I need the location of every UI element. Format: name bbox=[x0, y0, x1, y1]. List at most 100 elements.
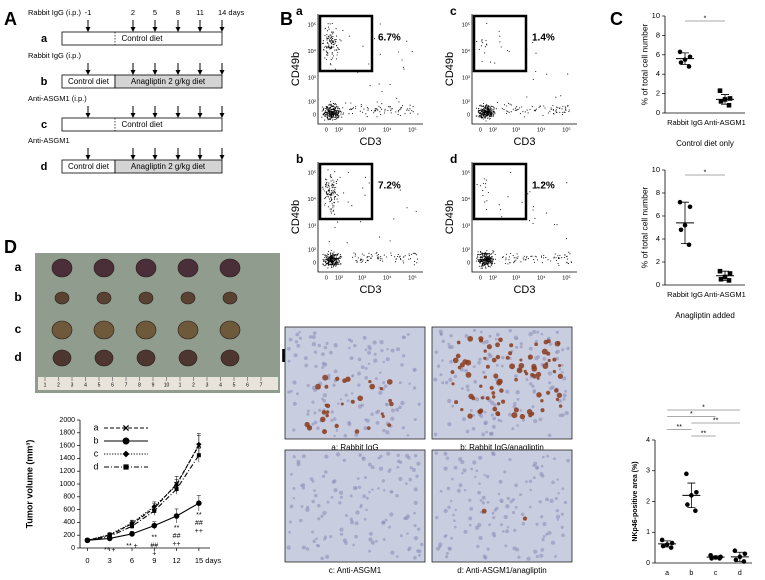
nucleus bbox=[396, 465, 400, 469]
nucleus bbox=[532, 476, 536, 480]
cell-event bbox=[331, 198, 333, 200]
nucleus bbox=[445, 456, 450, 460]
nucleus bbox=[406, 434, 410, 437]
x-tick-label: 10³ bbox=[512, 275, 520, 281]
y-tick-label: 0 bbox=[313, 261, 316, 267]
nucleus bbox=[492, 516, 496, 520]
cell-event bbox=[331, 183, 333, 185]
cell-event bbox=[569, 253, 571, 255]
nucleus bbox=[540, 515, 544, 519]
nucleus bbox=[294, 340, 299, 344]
nucleus bbox=[349, 517, 353, 521]
nucleus bbox=[490, 413, 494, 417]
cell-event bbox=[408, 253, 410, 255]
cell-event bbox=[501, 216, 503, 218]
cell-event bbox=[334, 255, 336, 257]
nucleus bbox=[554, 554, 557, 558]
cell-event bbox=[488, 256, 490, 258]
cell-event bbox=[328, 241, 330, 243]
cell-event bbox=[333, 111, 335, 113]
cell-event bbox=[328, 107, 330, 109]
stained-cell bbox=[325, 413, 329, 418]
nucleus bbox=[377, 456, 381, 460]
cell-event bbox=[346, 242, 348, 244]
cell-event bbox=[489, 61, 492, 63]
treatment-label: Anti-ASGM1 bbox=[28, 136, 70, 145]
stained-cell bbox=[540, 408, 545, 413]
cell-event bbox=[546, 73, 548, 75]
cell-event bbox=[480, 256, 482, 258]
nucleus bbox=[380, 349, 384, 353]
cell-event bbox=[390, 108, 392, 110]
ruler-number: 3 bbox=[206, 382, 209, 388]
cell-event bbox=[335, 116, 337, 118]
cell-event bbox=[539, 105, 541, 107]
cell-event bbox=[356, 260, 358, 262]
stained-cell bbox=[534, 342, 538, 347]
point bbox=[685, 502, 690, 507]
nucleus bbox=[349, 339, 354, 343]
cell-event bbox=[335, 186, 337, 188]
cell-event bbox=[482, 116, 484, 118]
nucleus bbox=[400, 400, 405, 406]
nucleus bbox=[482, 370, 486, 374]
cell-event bbox=[329, 104, 331, 106]
nucleus bbox=[448, 377, 453, 382]
nucleus bbox=[357, 383, 361, 387]
stained-cell bbox=[519, 413, 526, 420]
cell-event bbox=[326, 37, 328, 39]
nucleus bbox=[376, 409, 381, 413]
nucleus bbox=[487, 352, 492, 357]
cell-event bbox=[331, 43, 333, 45]
cell-event bbox=[333, 112, 335, 114]
day-label: 8 bbox=[176, 8, 180, 17]
stained-cell bbox=[479, 384, 483, 388]
cell-event bbox=[337, 221, 339, 223]
cell-event bbox=[324, 178, 327, 180]
arrow-head bbox=[219, 27, 225, 32]
nucleus bbox=[555, 356, 559, 361]
cell-event bbox=[485, 114, 487, 116]
cell-event bbox=[331, 38, 333, 40]
cell-event bbox=[516, 257, 518, 259]
row-label: a bbox=[41, 33, 48, 45]
nucleus bbox=[383, 384, 388, 388]
arrow-head bbox=[85, 155, 91, 160]
nucleus bbox=[435, 516, 439, 520]
cell-event bbox=[325, 186, 327, 188]
stained-cell bbox=[509, 363, 516, 370]
nucleus bbox=[322, 393, 328, 398]
cell-event bbox=[533, 261, 536, 263]
cell-event bbox=[493, 111, 495, 113]
tumor bbox=[51, 258, 73, 278]
nucleus bbox=[528, 479, 533, 484]
y-tick-label: 2000 bbox=[59, 417, 75, 424]
legend-label: b bbox=[93, 435, 98, 445]
cell-event bbox=[485, 263, 487, 265]
plot-label: a bbox=[296, 4, 303, 18]
cell-event bbox=[332, 44, 334, 46]
cell-event bbox=[330, 107, 332, 109]
cell-event bbox=[385, 256, 388, 258]
cell-event bbox=[514, 109, 516, 111]
nucleus bbox=[479, 330, 483, 334]
nucleus bbox=[292, 428, 296, 432]
y-tick-label: 1 bbox=[646, 529, 650, 536]
x-tick-label: Rabbit IgG bbox=[667, 290, 703, 299]
nucleus bbox=[357, 404, 363, 409]
cell-event bbox=[490, 105, 492, 107]
cell-event bbox=[476, 41, 478, 43]
arrow-head bbox=[130, 113, 136, 118]
stained-cell bbox=[558, 364, 562, 368]
cell-event bbox=[476, 184, 478, 186]
nucleus bbox=[520, 512, 525, 517]
nucleus bbox=[327, 373, 331, 378]
cell-event bbox=[325, 46, 327, 48]
series-line bbox=[87, 445, 200, 541]
cell-event bbox=[328, 40, 331, 42]
cell-event bbox=[488, 254, 490, 256]
cell-event bbox=[330, 101, 332, 103]
cell-event bbox=[486, 112, 488, 114]
cell-event bbox=[332, 179, 334, 181]
cell-event bbox=[325, 111, 328, 114]
